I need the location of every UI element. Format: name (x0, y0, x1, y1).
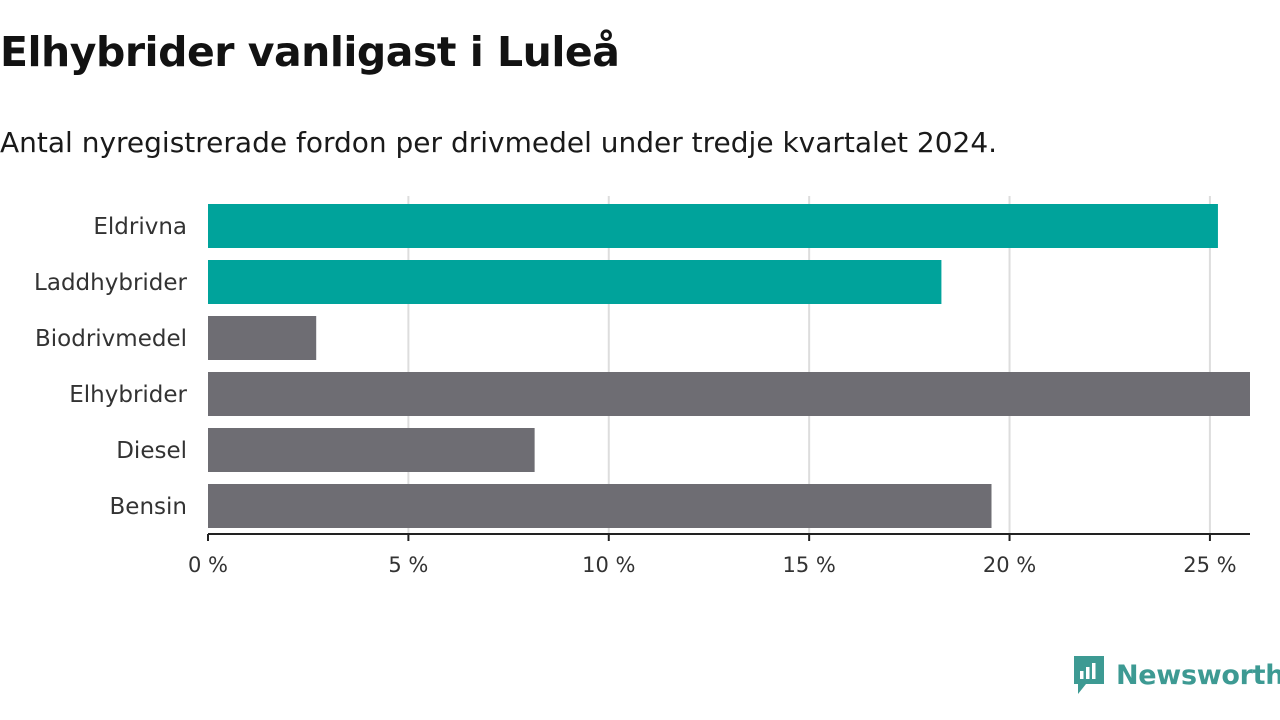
newsworthy-chat-icon (1074, 656, 1104, 694)
bars (208, 204, 1250, 528)
bar-3 (208, 372, 1250, 416)
category-label-1: Laddhybrider (34, 270, 187, 296)
bar-0 (208, 204, 1218, 248)
category-labels: Eldrivna Laddhybrider Biodrivmedel Elhybrid… (34, 214, 187, 520)
category-label-0: Eldrivna (93, 214, 187, 240)
bar-5 (208, 484, 992, 528)
category-label-4: Diesel (116, 438, 187, 464)
bar-4 (208, 428, 535, 472)
newsworthy-logo: Newsworthy (1072, 654, 1280, 696)
category-label-3: Elhybrider (69, 382, 187, 408)
chart-title: Elhybrider vanligast i Luleå (0, 28, 620, 76)
bar-1 (208, 260, 942, 304)
category-label-2: Biodrivmedel (35, 326, 187, 352)
chart-subtitle: Antal nyregistrerade fordon per drivmede… (0, 126, 998, 159)
brand-name: Newsworthy (1116, 659, 1280, 691)
grid-lines (407, 196, 1211, 534)
x-tick-label-2: 10 % (582, 553, 635, 577)
x-tick-label-3: 15 % (782, 553, 835, 577)
x-tick-label-0: 0 % (188, 553, 228, 577)
category-label-5: Bensin (110, 494, 187, 520)
x-tick-label-4: 20 % (983, 553, 1036, 577)
x-tick-label-5: 25 % (1183, 553, 1236, 577)
x-tick-label-1: 5 % (388, 553, 428, 577)
x-axis: 0 % 5 % 10 % 15 % 20 % 25 % (188, 533, 1250, 577)
bar-2 (208, 316, 317, 360)
